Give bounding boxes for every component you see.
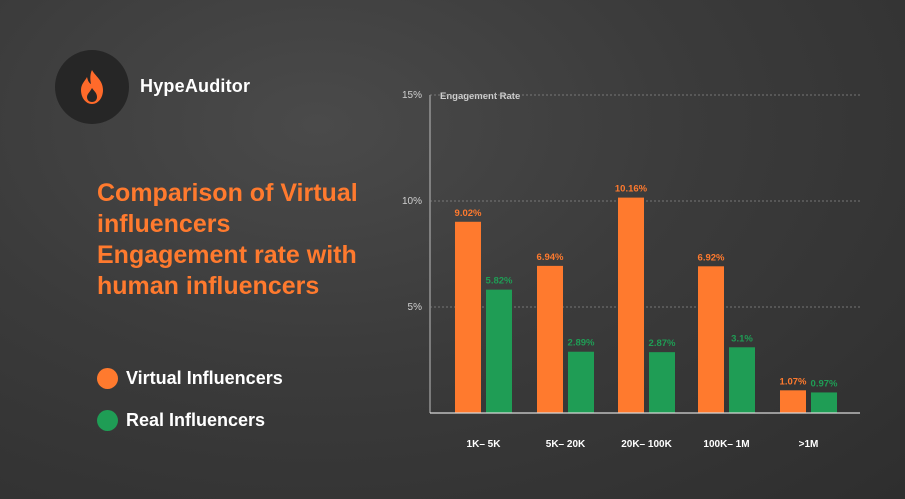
data-label: 6.94%: [537, 252, 564, 263]
legend-swatch-real: [97, 409, 118, 431]
bar: [618, 197, 644, 413]
bar: [455, 221, 481, 413]
legend-swatch-virtual: [97, 367, 118, 389]
data-label: 2.87%: [649, 338, 676, 349]
data-label: 2.89%: [568, 338, 595, 349]
legend-item-virtual: Virtual Influencers: [97, 365, 283, 391]
x-tick-label: 5K– 20K: [546, 439, 586, 450]
y-tick-label: 15%: [402, 90, 422, 101]
bar: [486, 289, 512, 413]
data-label: 1.07%: [780, 376, 807, 387]
flame-icon: [81, 70, 103, 104]
legend: Virtual Influencers Real Influencers: [97, 365, 283, 449]
brand-name: HypeAuditor: [140, 76, 251, 96]
bar: [649, 352, 675, 413]
x-tick-label: 1K– 5K: [467, 439, 502, 450]
data-label: 0.97%: [811, 378, 838, 389]
bar: [568, 351, 594, 413]
data-label: 3.1%: [731, 333, 753, 344]
legend-label-real: Real Influencers: [126, 409, 266, 430]
data-label: 10.16%: [615, 184, 648, 195]
legend-label-virtual: Virtual Influencers: [126, 367, 283, 388]
legend-item-real: Real Influencers: [97, 407, 283, 433]
data-label: 6.92%: [698, 252, 725, 263]
bar: [811, 392, 837, 413]
headline: Comparison of Virtual influencers Engage…: [97, 179, 358, 300]
data-label: 5.82%: [486, 276, 513, 287]
bar: [729, 347, 755, 413]
brand-logo: [55, 50, 129, 124]
y-tick-label: 5%: [408, 302, 423, 313]
y-tick-label: 10%: [402, 196, 422, 207]
bar: [780, 390, 806, 413]
x-tick-label: 100K– 1M: [703, 439, 749, 450]
x-tick-label: 20K– 100K: [621, 439, 672, 450]
bar: [698, 266, 724, 413]
x-tick-label: >1M: [799, 439, 819, 450]
bar: [537, 265, 563, 413]
data-label: 9.02%: [455, 208, 482, 219]
chart-title: Engagement Rate: [440, 91, 520, 102]
